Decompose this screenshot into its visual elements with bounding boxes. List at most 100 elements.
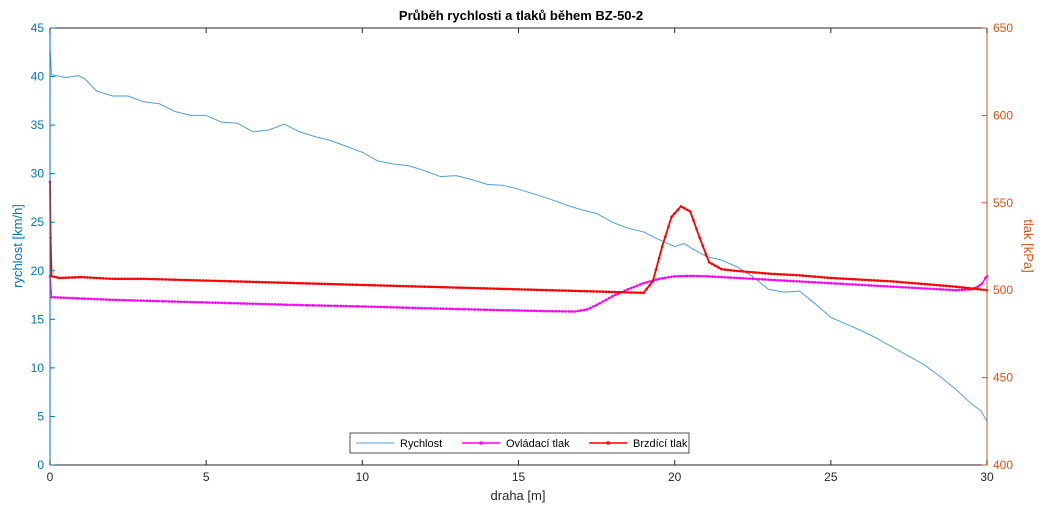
- data-point-brzdici-tlak: [454, 286, 458, 289]
- data-point-brzdici-tlak: [923, 282, 926, 286]
- data-point-brzdici-tlak: [617, 290, 620, 294]
- data-point-brzdici-tlak: [245, 280, 249, 284]
- data-point-brzdici-tlak: [635, 291, 639, 294]
- data-point-ovladaci-tlak: [117, 298, 121, 302]
- data-point-ovladaci-tlak: [65, 296, 69, 300]
- data-point-brzdici-tlak: [817, 275, 820, 279]
- data-point-ovladaci-tlak: [273, 303, 277, 306]
- data-point-ovladaci-tlak: [158, 299, 161, 303]
- data-point-brzdici-tlak: [748, 270, 751, 274]
- data-point-brzdici-tlak: [826, 276, 830, 280]
- data-point-ovladaci-tlak: [53, 296, 56, 299]
- data-point-ovladaci-tlak: [164, 300, 167, 303]
- data-point-ovladaci-tlak: [295, 303, 299, 307]
- data-point-brzdici-tlak: [189, 278, 192, 282]
- data-point-brzdici-tlak: [579, 289, 583, 293]
- data-point-ovladaci-tlak: [539, 309, 542, 313]
- data-point-ovladaci-tlak: [845, 282, 848, 286]
- x-tick-label: 30: [980, 470, 994, 484]
- data-point-brzdici-tlak: [567, 289, 570, 293]
- data-point-ovladaci-tlak: [336, 304, 339, 308]
- data-point-ovladaci-tlak: [948, 288, 951, 292]
- legend-item-rychlost: Rychlost: [356, 438, 442, 450]
- data-point-brzdici-tlak: [948, 284, 951, 288]
- data-point-ovladaci-tlak: [345, 304, 349, 308]
- data-point-brzdici-tlak: [798, 274, 801, 277]
- data-point-brzdici-tlak: [735, 269, 739, 273]
- data-point-ovladaci-tlak: [226, 301, 230, 305]
- data-point-ovladaci-tlak: [792, 279, 795, 283]
- data-point-ovladaci-tlak: [251, 302, 255, 306]
- data-point-ovladaci-tlak: [451, 307, 455, 311]
- data-point-brzdici-tlak: [938, 284, 942, 287]
- data-point-brzdici-tlak: [267, 281, 270, 284]
- data-point-brzdici-tlak: [710, 262, 714, 266]
- data-point-brzdici-tlak: [610, 290, 614, 294]
- data-point-brzdici-tlak: [307, 282, 311, 285]
- data-point-brzdici-tlak: [813, 275, 817, 278]
- data-point-brzdici-tlak: [361, 283, 364, 287]
- data-point-ovladaci-tlak: [916, 286, 920, 290]
- data-point-brzdici-tlak: [382, 284, 386, 287]
- data-point-ovladaci-tlak: [645, 281, 648, 284]
- data-point-ovladaci-tlak: [332, 304, 336, 308]
- y-left-tick-label: 35: [31, 118, 45, 132]
- data-point-ovladaci-tlak: [86, 297, 90, 301]
- x-tick-label: 10: [356, 470, 370, 484]
- data-point-brzdici-tlak: [823, 276, 826, 279]
- data-point-ovladaci-tlak: [105, 298, 108, 301]
- data-point-ovladaci-tlak: [667, 275, 670, 279]
- data-point-ovladaci-tlak: [870, 284, 873, 287]
- data-point-brzdici-tlak: [154, 277, 158, 281]
- y-right-tick-label: 550: [993, 196, 1013, 210]
- data-point-brzdici-tlak: [626, 291, 630, 294]
- data-point-brzdici-tlak: [420, 285, 423, 288]
- data-point-brzdici-tlak: [695, 227, 698, 231]
- legend-item-ovladaci-tlak: Ovládací tlak: [462, 438, 570, 450]
- data-point-brzdici-tlak: [170, 278, 174, 281]
- data-point-ovladaci-tlak: [62, 296, 66, 300]
- data-point-ovladaci-tlak: [111, 298, 114, 302]
- data-point-ovladaci-tlak: [648, 280, 651, 283]
- data-point-ovladaci-tlak: [445, 307, 448, 311]
- data-point-ovladaci-tlak: [179, 300, 183, 304]
- series-ovladaci-tlak: [48, 274, 989, 313]
- data-point-brzdici-tlak: [142, 277, 145, 281]
- data-point-brzdici-tlak: [101, 277, 105, 280]
- data-point-ovladaci-tlak: [604, 298, 608, 302]
- data-point-ovladaci-tlak: [923, 287, 926, 290]
- data-point-brzdici-tlak: [767, 272, 770, 275]
- data-point-brzdici-tlak: [941, 284, 945, 287]
- data-point-ovladaci-tlak: [492, 308, 495, 312]
- data-point-ovladaci-tlak: [945, 288, 948, 291]
- data-point-ovladaci-tlak: [470, 308, 473, 311]
- data-point-brzdici-tlak: [729, 268, 733, 272]
- data-point-brzdici-tlak: [292, 281, 295, 285]
- data-point-brzdici-tlak: [192, 278, 195, 282]
- y-left-tick-label: 40: [31, 70, 45, 84]
- data-point-brzdici-tlak: [973, 287, 976, 291]
- data-point-brzdici-tlak: [298, 281, 302, 285]
- data-point-ovladaci-tlak: [214, 301, 217, 305]
- data-point-brzdici-tlak: [314, 282, 317, 285]
- data-point-brzdici-tlak: [629, 291, 633, 294]
- data-point-brzdici-tlak: [545, 288, 548, 292]
- data-point-ovladaci-tlak: [635, 284, 639, 287]
- data-point-ovladaci-tlak: [74, 296, 78, 300]
- data-point-brzdici-tlak: [570, 289, 573, 293]
- data-point-brzdici-tlak: [692, 218, 695, 222]
- data-point-ovladaci-tlak: [342, 304, 345, 308]
- data-point-ovladaci-tlak: [77, 297, 81, 300]
- data-point-brzdici-tlak: [773, 272, 776, 276]
- data-point-brzdici-tlak: [207, 279, 211, 282]
- data-point-ovladaci-tlak: [842, 282, 845, 286]
- data-point-ovladaci-tlak: [307, 303, 311, 307]
- data-point-brzdici-tlak: [892, 280, 895, 283]
- data-point-ovladaci-tlak: [664, 276, 667, 280]
- data-point-ovladaci-tlak: [826, 281, 830, 285]
- data-point-brzdici-tlak: [86, 276, 89, 279]
- data-point-brzdici-tlak: [133, 277, 136, 281]
- data-point-ovladaci-tlak: [763, 278, 767, 281]
- data-point-brzdici-tlak: [835, 277, 839, 280]
- data-point-ovladaci-tlak: [535, 309, 539, 313]
